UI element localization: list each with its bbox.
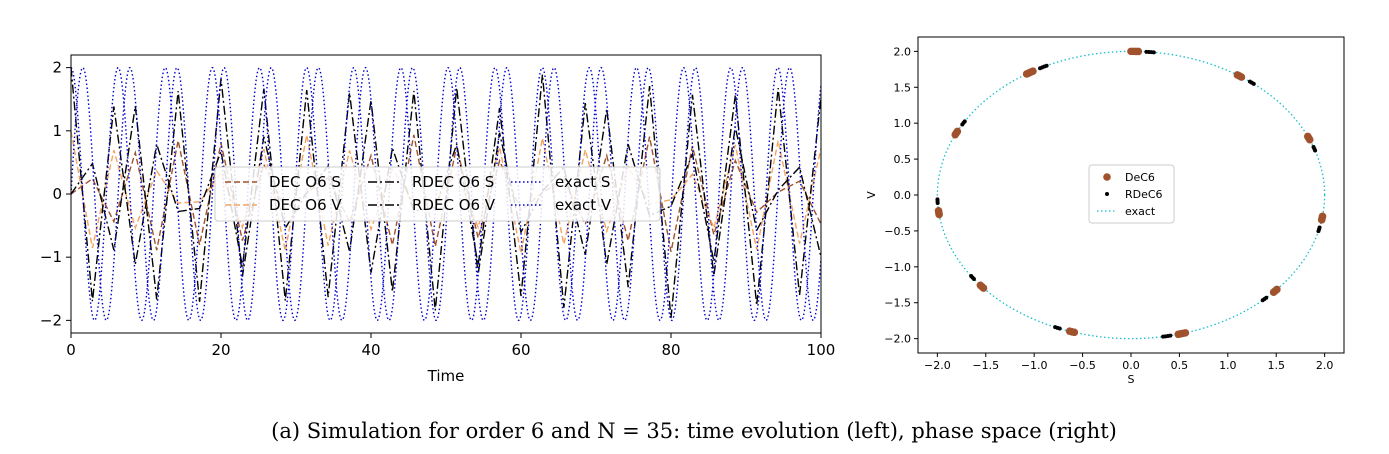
rdec6-point [969, 274, 974, 279]
dec6-point [1305, 135, 1314, 144]
phase-space-chart: −2.0 −1.5 −1.0 −0.5 0.0 0.5 1.0 1.5 2.0 −2.0 −1.5 −… [865, 36, 1345, 386]
x-tick-label: 60 [511, 341, 530, 359]
legend-label: DEC O6 S [269, 173, 341, 191]
x-axis-label: S [1128, 373, 1135, 386]
legend-label: exact S [555, 173, 610, 191]
x-tick-label: −1.5 [972, 359, 999, 372]
y-tick-label: −1.5 [884, 297, 911, 310]
x-tick-label: 40 [361, 341, 380, 359]
x-tick-label: 0.0 [1122, 359, 1140, 372]
dec6-point [976, 281, 985, 290]
rdec6-point [935, 197, 940, 202]
x-tick-label: 80 [661, 341, 680, 359]
x-tick-label: 2.0 [1316, 359, 1334, 372]
legend-label: DEC O6 V [269, 196, 342, 214]
rdec6-point [1316, 229, 1321, 234]
series-line-exact-v [71, 66, 821, 322]
legend-label: DeC6 [1125, 171, 1155, 184]
dec6-point [1029, 67, 1037, 75]
x-tick-label: 20 [211, 341, 230, 359]
rdec6-point [1151, 50, 1156, 55]
y-tick-label: 0 [52, 185, 62, 203]
dec6-point [1065, 327, 1074, 336]
legend-label: exact V [555, 196, 612, 214]
legend-label: RDEC O6 S [412, 173, 494, 191]
x-tick-label: −2.0 [924, 359, 951, 372]
rdec6-point [1044, 63, 1049, 68]
legend-right [1088, 164, 1175, 224]
dec6-point [934, 207, 943, 215]
x-tick-label: 0 [66, 341, 76, 359]
legend-label: RDeC6 [1125, 188, 1163, 201]
y-tick-label: 2 [52, 59, 62, 77]
y-tick-label: −1 [40, 248, 62, 266]
y-tick-label: −2 [40, 311, 62, 329]
dec6-point [1317, 216, 1326, 224]
y-tick-label: 0.5 [894, 153, 912, 166]
x-tick-label: 1.0 [1219, 359, 1237, 372]
dec6-point [1174, 330, 1183, 339]
dec6-point [1269, 288, 1278, 296]
dec6-point [953, 127, 962, 136]
rdec6-point [1251, 81, 1256, 86]
legend-left [214, 166, 661, 222]
x-axis-label: Time [427, 367, 465, 385]
exact-orbit [936, 50, 1326, 340]
rdec6-point [1053, 325, 1058, 330]
y-tick-label: 2.0 [894, 45, 912, 58]
legend-label: exact [1125, 205, 1156, 218]
x-tick-label: 0.5 [1171, 359, 1189, 372]
legend-swatch [1103, 173, 1111, 181]
x-tick-label: −0.5 [1069, 359, 1096, 372]
y-tick-label: 0.0 [894, 189, 912, 202]
x-tick-label: −1.0 [1021, 359, 1048, 372]
dec6-point [1237, 73, 1246, 81]
y-tick-label: −1.0 [884, 261, 911, 274]
legend-label: RDEC O6 V [412, 196, 496, 214]
rdec6-point [1313, 148, 1318, 153]
y-tick-label: 1.0 [894, 117, 912, 130]
y-tick-label: −0.5 [884, 225, 911, 238]
rdec6-point [962, 119, 967, 124]
y-tick-label: 1.5 [894, 81, 912, 94]
dec6-point [1134, 47, 1143, 56]
y-axis-label: V [865, 191, 878, 199]
x-tick-label: 100 [807, 341, 836, 359]
series-line-exact-s [71, 66, 821, 322]
legend-swatch [1105, 192, 1109, 196]
y-tick-label: 1 [52, 122, 62, 140]
time-evolution-chart: 0 20 40 60 80 100 −2 −1 0 1 2 Time DEC O6 S DEC O6 V R… [40, 54, 836, 385]
x-tick-label: 1.5 [1267, 359, 1285, 372]
figure-caption: (a) Simulation for order 6 and N = 35: t… [271, 419, 1117, 443]
rdec6-point [1260, 298, 1265, 303]
y-tick-label: −2.0 [884, 333, 911, 346]
rdec6-point [1161, 334, 1166, 339]
